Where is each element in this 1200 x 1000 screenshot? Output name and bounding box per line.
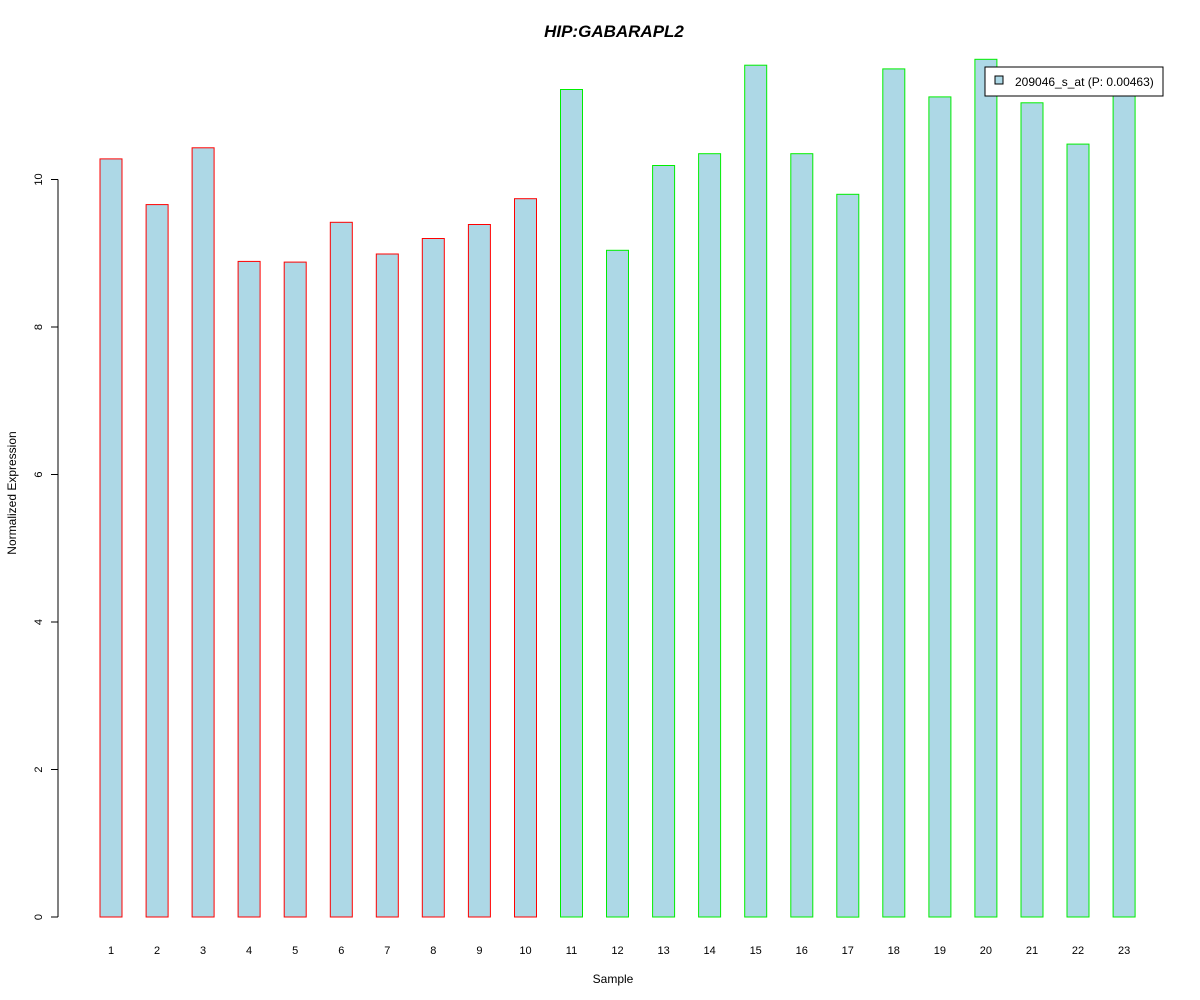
x-tick-label: 22: [1072, 945, 1084, 957]
bar-sample-7: [375, 253, 399, 918]
x-tick-label: 2: [154, 945, 160, 957]
y-tick-label: 10: [33, 173, 45, 185]
y-tick-label: 4: [33, 619, 45, 625]
bar-sample-1: [99, 158, 123, 918]
x-tick-label: 15: [750, 945, 762, 957]
x-tick-label: 7: [384, 945, 390, 957]
chart-title: HIP:GABARAPL2: [544, 22, 684, 41]
y-tick-label: 0: [33, 914, 45, 920]
x-axis-title: Sample: [593, 972, 634, 986]
x-tick-label: 18: [888, 945, 900, 957]
legend-label: 209046_s_at (P: 0.00463): [1015, 75, 1154, 89]
bar-sample-4: [237, 260, 261, 918]
x-tick-label: 23: [1118, 945, 1130, 957]
bar-sample-12: [606, 249, 629, 918]
x-tick-label: 10: [519, 945, 531, 957]
y-axis: 0 2 4 6 8 10: [33, 173, 59, 920]
x-tick-label: 9: [476, 945, 482, 957]
bar-sample-2: [145, 204, 169, 918]
bar-sample-22: [1066, 143, 1090, 918]
x-tick-label: 6: [338, 945, 344, 957]
bar-sample-20: [974, 58, 998, 918]
bar-sample-16: [790, 153, 814, 918]
bar-sample-6: [329, 221, 353, 918]
x-tick-label: 13: [657, 945, 669, 957]
x-tick-label: 21: [1026, 945, 1038, 957]
x-tick-label: 5: [292, 945, 298, 957]
bar-sample-18: [882, 68, 906, 918]
y-tick-label: 6: [33, 471, 45, 477]
bar-sample-8: [421, 238, 445, 918]
y-tick-label: 8: [33, 324, 45, 330]
bar-sample-14: [698, 153, 722, 918]
bar-sample-11: [560, 89, 583, 918]
x-tick-label: 16: [796, 945, 808, 957]
x-tick-label: 11: [566, 945, 577, 957]
x-tick-label: 20: [980, 945, 992, 957]
x-axis-tick-labels: 1 2 3 4 5 6 7 8 9 10 11 12 13 14 15 16 17 18 19 20 21 22 23: [108, 945, 1130, 957]
bar-sample-9: [467, 224, 491, 918]
bar-sample-10: [514, 198, 537, 918]
legend-swatch: [994, 75, 1004, 85]
y-axis-title: Normalized Expression: [5, 431, 19, 554]
x-tick-label: 1: [108, 945, 114, 957]
x-tick-label: 14: [703, 945, 715, 957]
legend-box: [984, 66, 1164, 97]
bar-sample-19: [928, 96, 952, 918]
x-tick-label: 12: [611, 945, 623, 957]
bar-sample-17: [836, 193, 860, 918]
bar-sample-13: [652, 165, 676, 918]
bar-sample-23: [1112, 81, 1136, 918]
bar-series: [99, 58, 1136, 918]
bar-sample-5: [283, 261, 307, 918]
x-tick-label: 17: [842, 945, 854, 957]
x-tick-label: 8: [430, 945, 436, 957]
legend: 209046_s_at (P: 0.00463): [984, 66, 1164, 97]
x-tick-label: 4: [246, 945, 252, 957]
x-tick-label: 19: [934, 945, 946, 957]
bar-sample-15: [744, 64, 768, 918]
x-tick-label: 3: [200, 945, 206, 957]
bar-sample-21: [1020, 102, 1044, 918]
bar-sample-3: [191, 147, 215, 918]
y-tick-label: 2: [33, 766, 45, 772]
